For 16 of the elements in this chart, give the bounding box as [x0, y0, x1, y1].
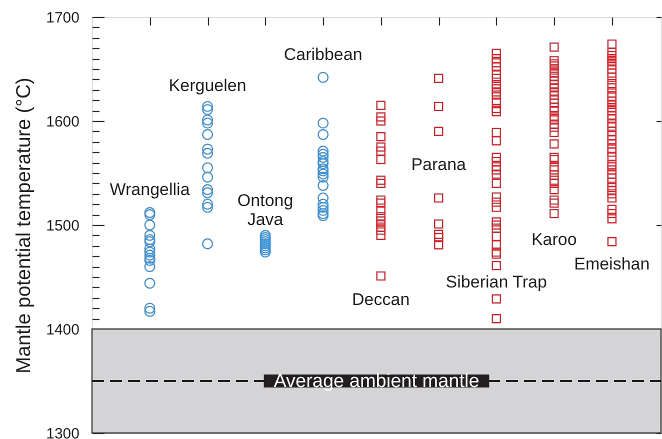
x-tick-label: Kerguelen [168, 76, 246, 95]
x-tick-label: Emeishan [574, 254, 650, 274]
ref-line-label: Average ambient mantle [274, 371, 480, 392]
x-tick-label: Deccan [352, 290, 410, 309]
y-tick-label: 1600 [46, 114, 80, 130]
x-tick-label: Parana [411, 155, 467, 174]
y-axis-title: Mantle potential temperature (°C) [13, 78, 36, 374]
x-tick-label: Siberian Trap [446, 272, 547, 292]
y-tick-label: 1400 [46, 322, 80, 338]
y-tick-label: 1700 [46, 10, 80, 26]
x-tick-label: Caribbean [284, 45, 362, 64]
y-tick-label: 1300 [46, 426, 80, 439]
x-tick-label: Wrangellia [110, 180, 190, 199]
y-tick-label: 1500 [46, 218, 80, 234]
x-tick-label: Ontong Java [237, 191, 294, 229]
x-tick-label: Karoo [531, 230, 577, 249]
